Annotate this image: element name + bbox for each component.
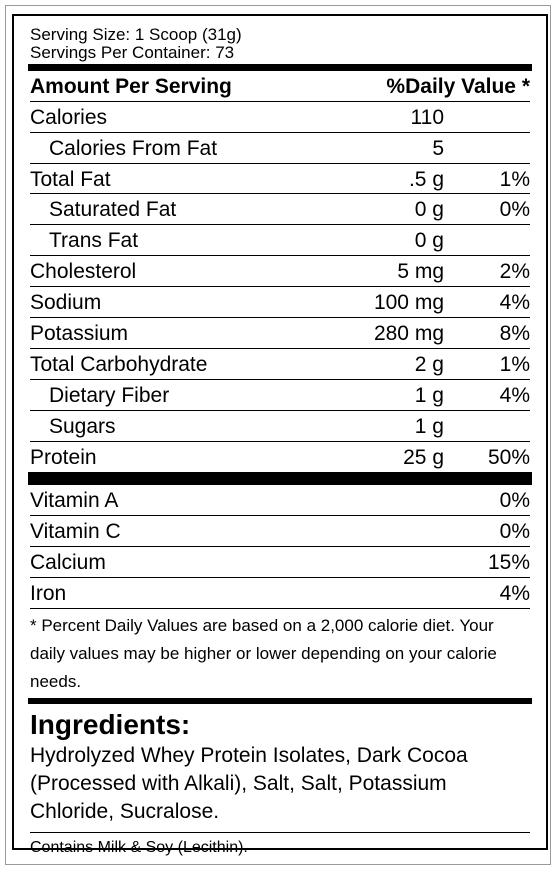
vitamin-name: Vitamin A bbox=[30, 489, 119, 512]
vitamin-list: Vitamin A 0% Vitamin C 0% Calcium 15% Ir… bbox=[30, 485, 530, 609]
amount-per-serving-label: Amount Per Serving bbox=[30, 75, 232, 98]
vitamin-name: Calcium bbox=[30, 551, 106, 574]
nutrient-amount: 1 g bbox=[414, 415, 444, 438]
nutrient-name: Total Carbohydrate bbox=[30, 353, 208, 376]
nutrient-row-dietary-fiber: Dietary Fiber 1 g 4% bbox=[30, 380, 530, 411]
nutrient-row-trans-fat: Trans Fat 0 g bbox=[30, 225, 530, 256]
nutrient-name: Total Fat bbox=[30, 168, 111, 191]
nutrient-name: Potassium bbox=[30, 322, 129, 345]
nutrient-daily-value: 8% bbox=[499, 322, 530, 345]
nutrient-amount: 0 g bbox=[414, 198, 444, 221]
vitamin-daily-value: 0% bbox=[499, 489, 530, 512]
amount-header: Amount Per Serving %Daily Value * bbox=[30, 71, 530, 102]
nutrient-amount: 100 mg bbox=[373, 291, 444, 314]
vitamin-row-c: Vitamin C 0% bbox=[30, 516, 530, 547]
nutrient-daily-value: 1% bbox=[499, 168, 530, 191]
nutrient-row-calories: Calories 110 bbox=[30, 102, 530, 133]
nutrient-row-potassium: Potassium 280 mg 8% bbox=[30, 318, 530, 349]
nutrient-row-saturated-fat: Saturated Fat 0 g 0% bbox=[30, 194, 530, 225]
nutrient-name: Calories From Fat bbox=[49, 137, 218, 160]
nutrient-daily-value: 0% bbox=[499, 198, 530, 221]
vitamin-daily-value: 0% bbox=[499, 520, 530, 543]
nutrient-amount: 5 mg bbox=[397, 260, 444, 283]
serving-size: Serving Size: 1 Scoop (31g) bbox=[30, 25, 242, 44]
nutrient-amount: 5 bbox=[432, 137, 444, 160]
daily-value-label: %Daily Value * bbox=[386, 75, 530, 98]
servings-per-container: Servings Per Container: 73 bbox=[30, 43, 235, 62]
daily-value-footnote: * Percent Daily Values are based on a 2,… bbox=[30, 616, 497, 691]
nutrient-row-total-fat: Total Fat .5 g 1% bbox=[30, 163, 530, 194]
vitamin-name: Vitamin C bbox=[30, 520, 121, 543]
nutrient-name: Sodium bbox=[30, 291, 102, 314]
nutrient-row-sodium: Sodium 100 mg 4% bbox=[30, 287, 530, 318]
nutrient-row-cholesterol: Cholesterol 5 mg 2% bbox=[30, 256, 530, 287]
vitamin-row-calcium: Calcium 15% bbox=[30, 547, 530, 578]
nutrient-amount: .5 g bbox=[408, 168, 444, 191]
nutrient-name: Protein bbox=[30, 446, 97, 469]
nutrient-daily-value: 4% bbox=[499, 291, 530, 314]
vitamin-name: Iron bbox=[30, 582, 67, 605]
nutrient-row-protein: Protein 25 g 50% bbox=[30, 442, 530, 472]
nutrition-facts-panel: Serving Size: 1 Scoop (31g) Servings Per… bbox=[12, 14, 548, 856]
nutrient-amount: 1 g bbox=[414, 384, 444, 407]
thick-divider bbox=[28, 64, 532, 71]
allergen-statement: Contains Milk & Soy (Lecithin). bbox=[30, 839, 248, 856]
nutrient-name: Sugars bbox=[49, 415, 116, 438]
nutrient-row-total-carbohydrate: Total Carbohydrate 2 g 1% bbox=[30, 349, 530, 380]
nutrient-daily-value: 1% bbox=[499, 353, 530, 376]
vitamin-daily-value: 15% bbox=[487, 551, 530, 574]
label-frame bbox=[5, 5, 551, 865]
thick-divider bbox=[28, 472, 532, 485]
nutrient-amount: 280 mg bbox=[373, 322, 444, 345]
nutrient-name: Trans Fat bbox=[49, 229, 139, 252]
nutrient-daily-value: 2% bbox=[499, 260, 530, 283]
vitamin-row-iron: Iron 4% bbox=[30, 578, 530, 609]
nutrient-name: Cholesterol bbox=[30, 260, 137, 283]
nutrient-row-sugars: Sugars 1 g bbox=[30, 411, 530, 442]
nutrient-daily-value: 50% bbox=[487, 446, 530, 469]
ingredients-heading: Ingredients: bbox=[30, 709, 191, 740]
nutrient-amount: 110 bbox=[410, 106, 444, 129]
nutrient-name: Dietary Fiber bbox=[49, 384, 170, 407]
vitamin-daily-value: 4% bbox=[499, 582, 530, 605]
nutrient-list: Calories 110 Calories From Fat 5 Total F… bbox=[30, 102, 530, 472]
nutrient-name: Saturated Fat bbox=[49, 198, 177, 221]
nutrient-amount: 25 g bbox=[403, 446, 444, 469]
ingredients-list: Hydrolyzed Whey Protein Isolates, Dark C… bbox=[30, 742, 530, 833]
nutrient-name: Calories bbox=[30, 106, 108, 129]
nutrient-row-calories-from-fat: Calories From Fat 5 bbox=[30, 133, 530, 163]
serving-info: Serving Size: 1 Scoop (31g) Servings Per… bbox=[30, 16, 530, 62]
nutrient-amount: 0 g bbox=[414, 229, 444, 252]
thick-divider bbox=[28, 698, 532, 704]
vitamin-row-a: Vitamin A 0% bbox=[30, 485, 530, 516]
nutrient-amount: 2 g bbox=[414, 353, 444, 376]
nutrient-daily-value: 4% bbox=[499, 384, 530, 407]
